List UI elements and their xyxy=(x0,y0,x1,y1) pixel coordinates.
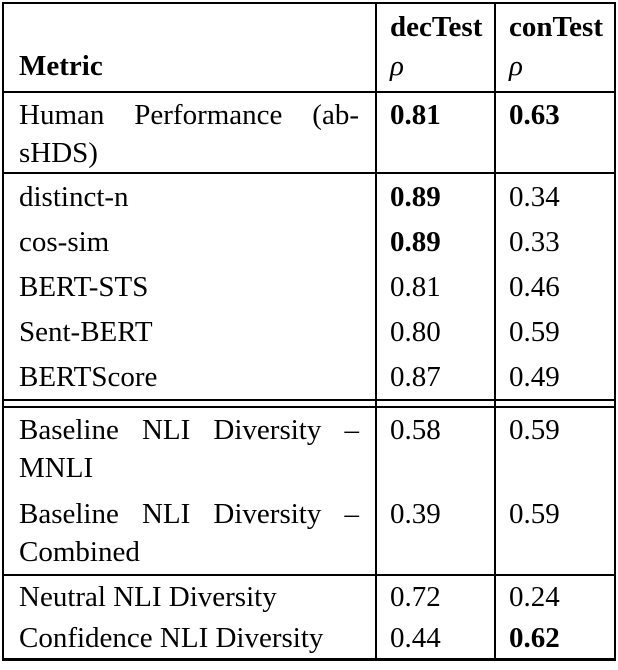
con-value-cell: 0.59 xyxy=(494,309,614,354)
metric-header-cell: Metric xyxy=(4,4,375,91)
metric-label: Human Performance (ab- xyxy=(19,99,359,131)
dec-value-cell: 0.81 xyxy=(375,93,494,172)
metric-cell: BERTScore xyxy=(4,354,375,399)
metric-cell: Baseline NLI Diversity – Combined xyxy=(4,492,375,574)
dec-value-cell: 0.87 xyxy=(375,354,494,399)
con-value: 0.49 xyxy=(509,360,560,393)
metric-cell: Human Performance (ab- sHDS) xyxy=(4,93,375,172)
dec-value: 0.80 xyxy=(390,315,441,348)
con-value-cell: 0.46 xyxy=(494,264,614,309)
dec-value: 0.81 xyxy=(390,270,441,303)
dec-value: 0.81 xyxy=(390,99,441,131)
metric-cell: Sent-BERT xyxy=(4,309,375,354)
dectest-column-label: decTest xyxy=(390,11,483,43)
dec-value-cell: 0.80 xyxy=(375,309,494,354)
dec-value-cell: 0.58 xyxy=(375,408,494,492)
section-divider xyxy=(4,399,614,408)
table-row: Neutral NLI Diversity 0.72 0.24 xyxy=(4,576,614,618)
metric-label: Confidence NLI Diversity xyxy=(19,622,324,654)
dec-value-cell: 0.39 xyxy=(375,492,494,574)
metric-label-line2: Combined xyxy=(19,536,140,568)
dec-value: 0.39 xyxy=(390,498,441,530)
dec-value-cell: 0.89 xyxy=(375,219,494,264)
metric-cell: Baseline NLI Diversity – MNLI xyxy=(4,408,375,492)
metric-label: Neutral NLI Diversity xyxy=(19,581,277,613)
table-row: cos-sim 0.89 0.33 xyxy=(4,219,614,264)
results-table: Metric decTest ρ conTest ρ Human Perform… xyxy=(2,2,616,661)
con-value: 0.62 xyxy=(509,622,560,654)
metric-label: distinct-n xyxy=(19,180,129,213)
table-header-row: Metric decTest ρ conTest ρ xyxy=(4,4,614,93)
table-row: BERTScore 0.87 0.49 xyxy=(4,354,614,399)
con-value: 0.34 xyxy=(509,180,560,213)
rho-symbol: ρ xyxy=(509,50,523,82)
table-row: Human Performance (ab- sHDS) 0.81 0.63 xyxy=(4,93,614,174)
metric-cell: Confidence NLI Diversity xyxy=(4,618,375,658)
table-row: distinct-n 0.89 0.34 xyxy=(4,174,614,219)
table-row: Confidence NLI Diversity 0.44 0.62 xyxy=(4,618,614,658)
metric-column-label: Metric xyxy=(19,50,103,82)
con-value-cell: 0.24 xyxy=(494,576,614,618)
table-row: BERT-STS 0.81 0.46 xyxy=(4,264,614,309)
con-value-cell: 0.59 xyxy=(494,408,614,492)
metric-label: BERTScore xyxy=(19,360,158,393)
con-value: 0.59 xyxy=(509,414,560,446)
dec-value: 0.87 xyxy=(390,360,441,393)
table-row: Sent-BERT 0.80 0.59 xyxy=(4,309,614,354)
contest-header-cell: conTest ρ xyxy=(494,4,614,91)
contest-column-label: conTest xyxy=(509,11,603,43)
con-value-cell: 0.59 xyxy=(494,492,614,574)
con-value-cell: 0.62 xyxy=(494,618,614,658)
con-value: 0.33 xyxy=(509,225,560,258)
metric-label: Sent-BERT xyxy=(19,315,153,348)
metric-cell: Neutral NLI Diversity xyxy=(4,576,375,618)
con-value: 0.59 xyxy=(509,315,560,348)
metric-cell: cos-sim xyxy=(4,219,375,264)
metric-label-line2: MNLI xyxy=(19,452,94,484)
con-value-cell: 0.33 xyxy=(494,219,614,264)
con-value: 0.24 xyxy=(509,581,560,613)
table-row: Baseline NLI Diversity – MNLI 0.58 0.59 xyxy=(4,408,614,492)
metric-label-line2: sHDS) xyxy=(19,137,98,169)
metric-label: Baseline NLI Diversity – xyxy=(19,414,359,446)
metric-label: cos-sim xyxy=(19,225,110,258)
metric-label: Baseline NLI Diversity – xyxy=(19,498,359,530)
metric-cell: distinct-n xyxy=(4,174,375,219)
metric-cell: BERT-STS xyxy=(4,264,375,309)
con-value-cell: 0.49 xyxy=(494,354,614,399)
dec-value-cell: 0.81 xyxy=(375,264,494,309)
con-value-cell: 0.34 xyxy=(494,174,614,219)
rho-symbol: ρ xyxy=(390,50,404,82)
con-value: 0.63 xyxy=(509,99,560,131)
dec-value: 0.58 xyxy=(390,414,441,446)
dectest-header-cell: decTest ρ xyxy=(375,4,494,91)
con-value: 0.46 xyxy=(509,270,560,303)
table-row: Baseline NLI Diversity – Combined 0.39 0… xyxy=(4,492,614,576)
dec-value: 0.89 xyxy=(390,225,441,258)
con-value-cell: 0.63 xyxy=(494,93,614,172)
dec-value: 0.89 xyxy=(390,180,441,213)
metric-label: BERT-STS xyxy=(19,270,149,303)
dec-value-cell: 0.44 xyxy=(375,618,494,658)
con-value: 0.59 xyxy=(509,498,560,530)
dec-value-cell: 0.72 xyxy=(375,576,494,618)
dec-value: 0.72 xyxy=(390,581,441,613)
dec-value-cell: 0.89 xyxy=(375,174,494,219)
dec-value: 0.44 xyxy=(390,622,441,654)
